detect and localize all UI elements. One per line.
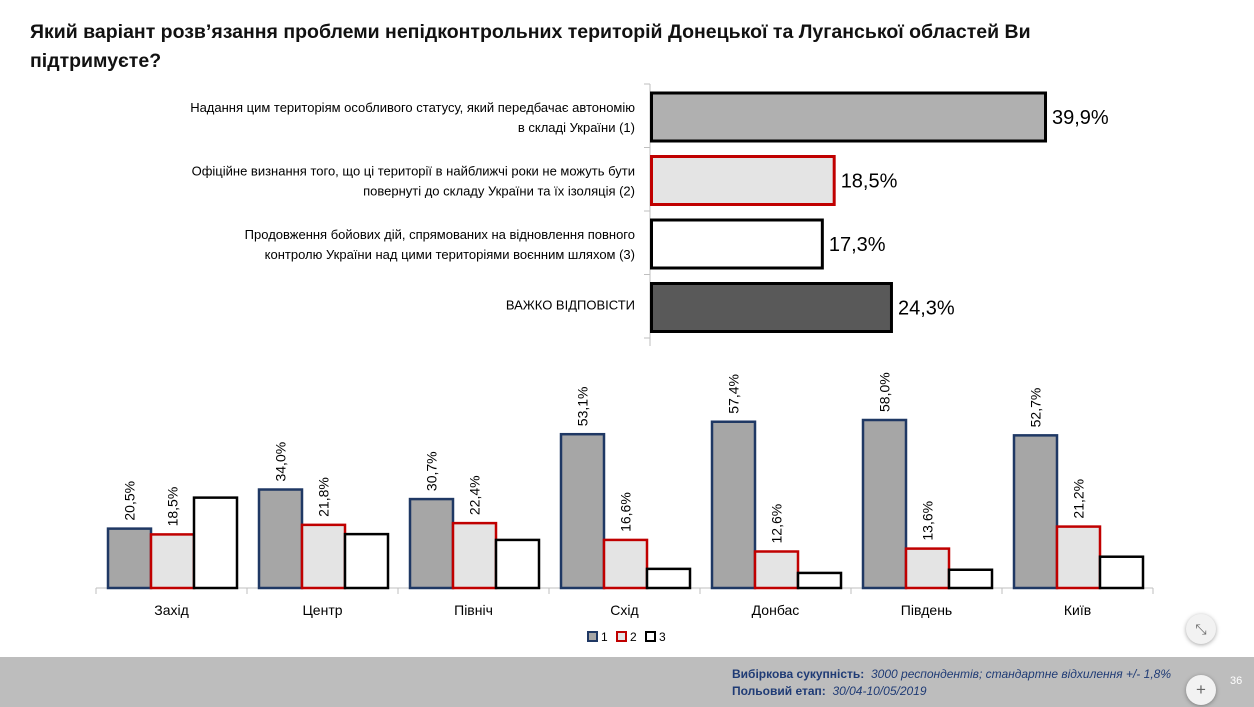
field-stage-text: 30/04-10/05/2019 [832, 684, 927, 698]
chart-canvas: 39,9% Надання цим територіям особливого с… [95, 83, 1154, 644]
page-number: 36 [1230, 675, 1243, 687]
sample-text: 3000 респондентів; стандартне відхилення… [870, 667, 1171, 681]
data-label: 22,4% [467, 475, 483, 515]
data-label: 18,5% [165, 487, 181, 527]
data-label: 30,7% [424, 451, 440, 491]
bar [947, 568, 994, 590]
field-stage-label: Польовий етап: [732, 684, 826, 698]
plus-icon: + [1196, 680, 1206, 699]
chart-title: Який варіант розв’язання проблеми непідк… [30, 21, 1031, 72]
bar [602, 538, 649, 590]
data-label: 39,9% [1052, 107, 1109, 129]
category-label: повернуті до складу України та їх ізоляц… [363, 184, 635, 199]
data-label: 21,2% [1071, 479, 1087, 519]
data-label: 17,3% [829, 234, 886, 256]
bar [559, 432, 606, 590]
category-label: Продовження бойових дій, спрямованих на … [245, 227, 635, 242]
data-label: 34,0% [273, 442, 289, 482]
bar [300, 523, 347, 590]
bar [650, 218, 824, 270]
bar [149, 533, 196, 590]
category-label: Північ [454, 602, 493, 618]
bar [650, 155, 836, 206]
bar [861, 418, 908, 590]
legend-swatch [616, 631, 627, 642]
bar [106, 527, 153, 590]
data-label: 13,6% [920, 501, 936, 541]
bar [753, 550, 800, 590]
bar [645, 567, 692, 590]
legend-swatch [645, 631, 656, 642]
bar [1098, 555, 1145, 590]
category-label: Офіційне визнання того, що ці території … [192, 164, 635, 179]
category-label: Донбас [752, 602, 800, 618]
bar [1012, 434, 1059, 590]
bar [1055, 525, 1102, 590]
bar [710, 420, 757, 590]
data-label: 24,3% [898, 298, 955, 320]
bar [257, 488, 304, 590]
bar [192, 496, 239, 590]
field-stage-info: Польовий етап: 30/04-10/05/2019 [732, 684, 927, 698]
category-label: Центр [302, 602, 342, 618]
category-label: Схід [610, 602, 638, 618]
data-label: 21,8% [316, 477, 332, 517]
bar [650, 91, 1048, 143]
category-label: Надання цим територіям особливого статус… [190, 100, 635, 115]
bar [408, 497, 455, 590]
category-label: Південь [901, 602, 952, 618]
category-label: Захід [154, 602, 189, 618]
data-label: 20,5% [122, 481, 138, 521]
category-label: Київ [1064, 602, 1091, 618]
category-label: ВАЖКО ВІДПОВІСТИ [506, 298, 635, 313]
add-button[interactable]: + [1186, 675, 1216, 705]
legend-label: 3 [659, 630, 666, 644]
data-label: 12,6% [769, 504, 785, 544]
shrink-button[interactable]: ⤡ [1186, 614, 1216, 644]
bar [904, 547, 951, 590]
category-label: контролю України над цими територіями во… [265, 247, 635, 262]
category-label: в складі України (1) [518, 120, 635, 135]
regional-bar-chart: 20,5% 18,5% Захід 34,0% 21,8% Центр 30,7% 22,4%… [95, 372, 1154, 618]
chart-legend: 1 2 3 [587, 630, 666, 644]
bar [451, 521, 498, 590]
footer-bar [0, 657, 1254, 707]
data-label: 18,5% [841, 171, 898, 193]
bar [494, 538, 541, 590]
compress-icon: ⤡ [1195, 620, 1207, 637]
horizontal-bar-chart: 39,9% Надання цим територіям особливого с… [190, 83, 1109, 346]
bar [796, 571, 843, 590]
legend-label: 2 [630, 630, 637, 644]
legend-label: 1 [601, 630, 608, 644]
data-label: 53,1% [575, 386, 591, 426]
data-label: 16,6% [618, 492, 634, 532]
sample-info: Вибіркова сукупність: 3000 респондентів;… [732, 667, 1171, 681]
bar [343, 532, 390, 590]
data-label: 58,0% [877, 372, 893, 412]
data-label: 52,7% [1028, 388, 1044, 428]
data-label: 57,4% [726, 374, 742, 414]
legend-swatch [587, 631, 598, 642]
sample-label: Вибіркова сукупність: [732, 667, 865, 681]
bar [650, 282, 893, 333]
